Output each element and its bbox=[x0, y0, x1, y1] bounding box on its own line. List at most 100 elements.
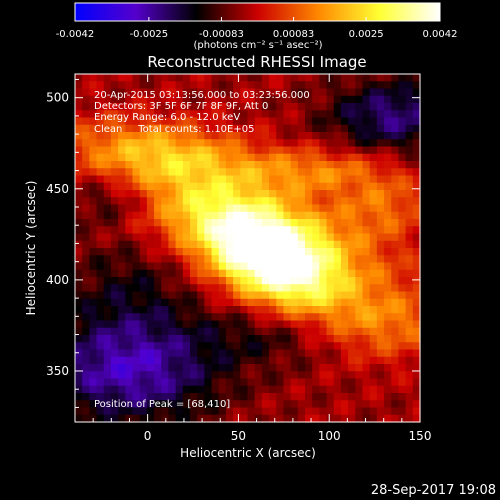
heatmap-cell bbox=[319, 277, 328, 285]
heatmap-cell bbox=[182, 81, 191, 90]
heatmap-cell bbox=[197, 313, 205, 322]
heatmap-cell bbox=[355, 393, 364, 401]
heatmap-cell bbox=[269, 291, 277, 300]
heatmap-cell bbox=[75, 88, 83, 97]
heatmap-cell bbox=[197, 146, 205, 155]
heatmap-cell bbox=[218, 182, 227, 191]
heatmap-cell bbox=[398, 153, 407, 162]
heatmap-cell bbox=[204, 197, 213, 206]
heatmap-cell bbox=[405, 95, 414, 104]
heatmap-cell bbox=[348, 327, 356, 336]
heatmap-cell bbox=[384, 356, 392, 365]
heatmap-cell bbox=[110, 255, 119, 264]
heatmap-cell bbox=[168, 298, 177, 307]
heatmap-cell bbox=[233, 269, 241, 278]
heatmap-cell bbox=[175, 349, 184, 358]
heatmap-cell bbox=[297, 284, 306, 293]
heatmap-cell bbox=[197, 284, 205, 293]
heatmap-cell bbox=[247, 117, 256, 126]
heatmap-cell bbox=[297, 190, 306, 198]
heatmap-cell bbox=[254, 414, 263, 423]
heatmap-cell bbox=[369, 103, 378, 111]
heatmap-cell bbox=[312, 88, 320, 97]
heatmap-cell bbox=[412, 393, 421, 401]
heatmap-cell bbox=[283, 320, 292, 329]
heatmap-cell bbox=[333, 233, 342, 242]
heatmap-cell bbox=[348, 110, 356, 119]
heatmap-cell bbox=[197, 117, 205, 126]
heatmap-cell bbox=[384, 226, 392, 235]
heatmap-cell bbox=[276, 320, 285, 329]
heatmap-cell bbox=[376, 349, 385, 358]
heatmap-cell bbox=[333, 349, 342, 358]
heatmap-cell bbox=[168, 124, 177, 133]
heatmap-cell bbox=[362, 74, 371, 82]
heatmap-cell bbox=[312, 95, 320, 104]
heatmap-cell bbox=[103, 378, 112, 387]
heatmap-cell bbox=[190, 153, 198, 162]
heatmap-cell bbox=[154, 269, 162, 278]
heatmap-cell bbox=[247, 277, 256, 285]
heatmap-cell bbox=[110, 248, 119, 256]
heatmap-cell bbox=[96, 371, 105, 380]
heatmap-cell bbox=[247, 306, 256, 314]
heatmap-cell bbox=[96, 262, 105, 271]
heatmap-cell bbox=[269, 335, 277, 343]
heatmap-cell bbox=[391, 74, 400, 82]
heatmap-cell bbox=[182, 197, 191, 206]
heatmap-cell bbox=[211, 364, 220, 372]
heatmap-cell bbox=[218, 168, 227, 177]
heatmap-cell bbox=[276, 132, 285, 140]
heatmap-cell bbox=[154, 103, 162, 111]
heatmap-cell bbox=[319, 414, 328, 423]
heatmap-cell bbox=[110, 356, 119, 365]
heatmap-cell bbox=[82, 255, 90, 264]
heatmap-cell bbox=[75, 240, 83, 249]
heatmap-cell bbox=[161, 269, 170, 278]
heatmap-cell bbox=[139, 385, 148, 394]
heatmap-cell bbox=[376, 124, 385, 133]
heatmap-cell bbox=[168, 117, 177, 126]
heatmap-cell bbox=[276, 197, 285, 206]
heatmap-cell bbox=[384, 349, 392, 358]
heatmap-cell bbox=[125, 306, 134, 314]
heatmap-cell bbox=[182, 327, 191, 336]
heatmap-cell bbox=[369, 248, 378, 256]
heatmap-cell bbox=[168, 88, 177, 97]
heatmap-cell bbox=[276, 407, 285, 416]
heatmap-cell bbox=[218, 204, 227, 213]
colorbar-tick-label: -0.00083 bbox=[199, 29, 244, 40]
heatmap-cell bbox=[204, 95, 213, 104]
heatmap-cell bbox=[146, 277, 155, 285]
heatmap-cell bbox=[297, 364, 306, 372]
heatmap-cell bbox=[369, 124, 378, 133]
heatmap-cell bbox=[276, 277, 285, 285]
heatmap-cell bbox=[197, 124, 205, 133]
heatmap-cell bbox=[348, 407, 356, 416]
heatmap-cell bbox=[146, 356, 155, 365]
heatmap-cell bbox=[103, 371, 112, 380]
heatmap-cell bbox=[204, 190, 213, 198]
heatmap-cell bbox=[305, 393, 313, 401]
heatmap-cell bbox=[326, 132, 335, 140]
heatmap-cell bbox=[175, 320, 184, 329]
heatmap-cell bbox=[139, 132, 148, 140]
heatmap-cell bbox=[118, 306, 126, 314]
heatmap-cell bbox=[225, 88, 234, 97]
heatmap-cell bbox=[240, 284, 249, 293]
heatmap-cell bbox=[89, 132, 98, 140]
heatmap-cell bbox=[348, 342, 356, 351]
heatmap-cell bbox=[175, 233, 184, 242]
heatmap-cell bbox=[190, 356, 198, 365]
heatmap-cell bbox=[348, 248, 356, 256]
heatmap-cell bbox=[269, 146, 277, 155]
heatmap-cell bbox=[412, 161, 421, 169]
heatmap-cell bbox=[326, 161, 335, 169]
heatmap-cell bbox=[233, 175, 241, 184]
heatmap-cell bbox=[283, 385, 292, 394]
heatmap-cell bbox=[96, 320, 105, 329]
heatmap-cell bbox=[340, 88, 349, 97]
heatmap-cell bbox=[154, 349, 162, 358]
heatmap-cell bbox=[261, 190, 270, 198]
heatmap-cell bbox=[132, 197, 141, 206]
